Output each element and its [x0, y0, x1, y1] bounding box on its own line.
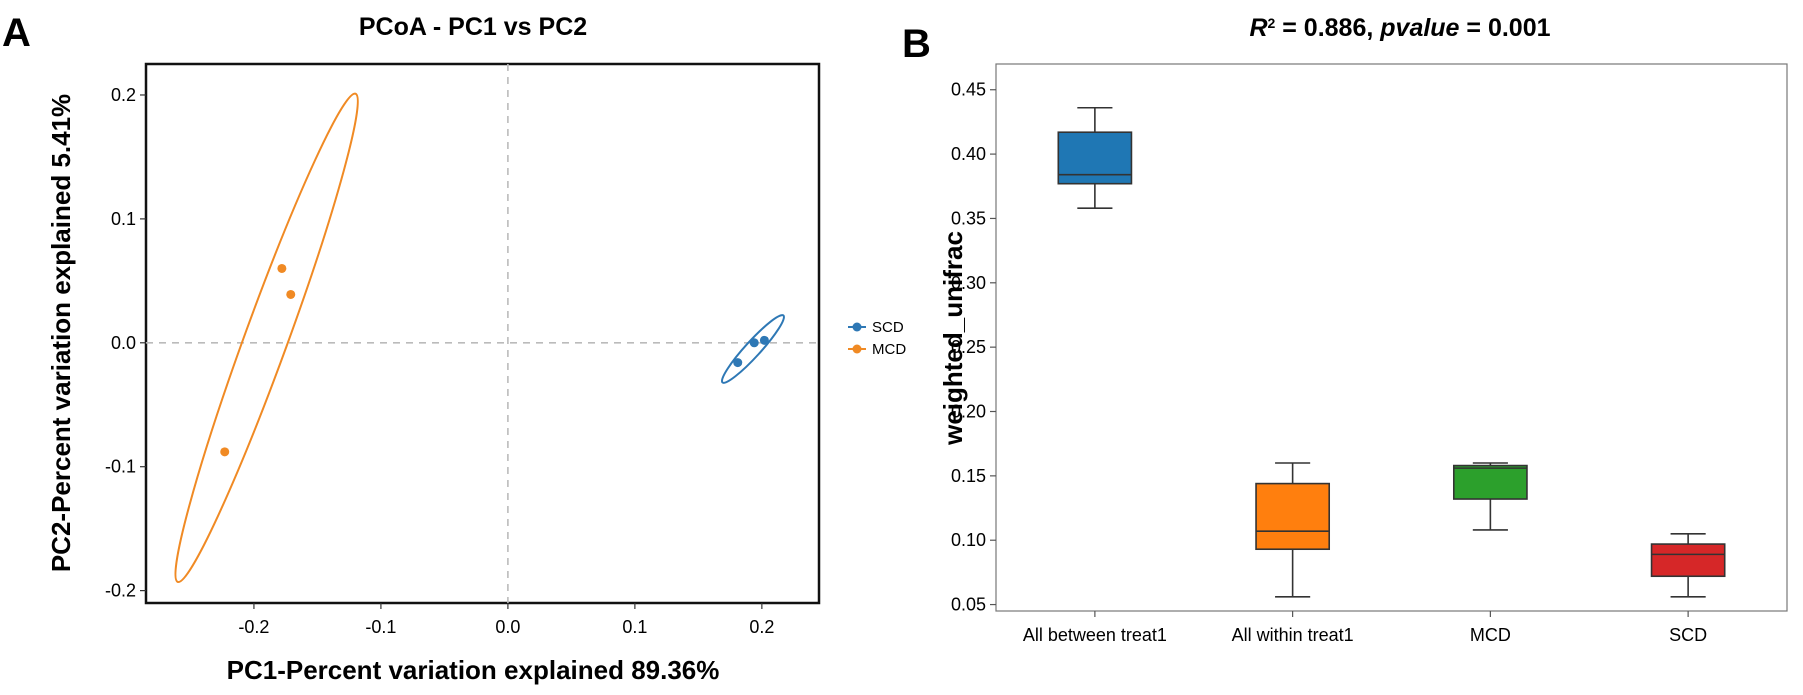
- legend-marker-scd: [852, 322, 862, 332]
- pcoa-point-scd: [759, 335, 769, 345]
- boxplot-x-tick-label: MCD: [1470, 625, 1511, 645]
- boxplot-y-axis-title: weighted_unifrac: [938, 231, 968, 446]
- boxplot-plot: 0.05 0.10 0.15 0.20 0.25 0.30 0.35 0.40 0.45 All…: [951, 63, 1788, 645]
- boxplot-y-tick-label: 0.25: [951, 337, 986, 357]
- pcoa-x-tick-label: 0.0: [495, 617, 520, 637]
- pcoa-point-mcd: [286, 289, 296, 299]
- panel-a-label: A: [2, 11, 31, 55]
- legend-label-mcd: MCD: [872, 341, 906, 358]
- boxplot-y-tick-label: 0.15: [951, 466, 986, 486]
- pcoa-x-tick-label: 0.1: [622, 617, 647, 637]
- panel-b-label: B: [902, 22, 931, 66]
- boxplot-y-tick-label: 0.35: [951, 208, 986, 228]
- box-all-between-treat1: [1057, 106, 1133, 209]
- pcoa-x-axis-title: PC1-Percent variation explained 89.36%: [227, 655, 720, 685]
- box-iqr: [1452, 464, 1528, 500]
- pcoa-x-tick-label: 0.2: [749, 617, 774, 637]
- legend-marker-mcd: [852, 344, 862, 354]
- pcoa-plot-frame: [144, 62, 821, 605]
- box-all-within-treat1: [1255, 462, 1331, 598]
- boxplot-title: R2 = 0.886, pvalue = 0.001: [1249, 14, 1550, 42]
- pcoa-x-tick-label: -0.1: [365, 617, 396, 637]
- pcoa-y-tick-label: 0.0: [111, 333, 136, 353]
- boxplot-y-tick-label: 0.40: [951, 144, 986, 164]
- boxplot-y-tick-label: 0.20: [951, 402, 986, 422]
- pcoa-reference-lines: [146, 64, 819, 603]
- box-iqr: [1057, 131, 1133, 185]
- pcoa-y-tick-label: -0.1: [105, 457, 136, 477]
- pcoa-title: PCoA - PC1 vs PC2: [359, 13, 587, 41]
- pcoa-ellipse-scd: [720, 314, 785, 384]
- pcoa-y-ticks: -0.2 -0.1 0.0 0.1 0.2: [105, 85, 146, 601]
- pcoa-x-tick-label: -0.2: [238, 617, 269, 637]
- boxplot-title-part: 2: [1268, 15, 1276, 31]
- pcoa-ellipses: [174, 92, 785, 584]
- boxplot-y-tick-label: 0.05: [951, 595, 986, 615]
- boxplot-y-tick-label: 0.10: [951, 530, 986, 550]
- box-scd: [1650, 532, 1726, 598]
- pcoa-y-tick-label: -0.2: [105, 581, 136, 601]
- pcoa-points: [220, 263, 769, 457]
- boxplot-x-tick-label: All between treat1: [1023, 625, 1167, 645]
- boxplot-x-tick-label: All within treat1: [1232, 625, 1354, 645]
- legend-label-scd: SCD: [872, 319, 904, 336]
- boxplot-plot-frame: [995, 63, 1788, 612]
- box-iqr: [1650, 543, 1726, 578]
- boxplot-y-tick-label: 0.45: [951, 80, 986, 100]
- pcoa-point-mcd: [220, 447, 230, 457]
- pcoa-point-mcd: [277, 263, 287, 273]
- boxplot-title-part: R: [1249, 14, 1267, 42]
- pcoa-point-scd: [749, 338, 759, 348]
- pcoa-plot: -0.2 -0.1 0.0 0.1 0.2 -0.2 -0.1 0.0 0.1 0.2: [105, 62, 821, 637]
- box-iqr: [1255, 482, 1331, 551]
- pcoa-y-tick-label: 0.1: [111, 209, 136, 229]
- boxplot-boxes: [1057, 106, 1726, 598]
- boxplot-title-part: = 0.886,: [1275, 14, 1380, 42]
- pcoa-y-axis-title: PC2-Percent variation explained 5.41%: [46, 94, 76, 572]
- pcoa-y-tick-label: 0.2: [111, 85, 136, 105]
- boxplot-y-tick-label: 0.30: [951, 273, 986, 293]
- pcoa-ellipse-mcd: [174, 92, 359, 584]
- boxplot-x-ticks: All between treat1 All within treat1 MCD SC…: [1023, 611, 1707, 645]
- pcoa-x-ticks: -0.2 -0.1 0.0 0.1 0.2: [238, 603, 774, 637]
- boxplot-title-part: = 0.001: [1459, 14, 1550, 42]
- pcoa-legend: SCD MCD: [848, 319, 906, 358]
- pcoa-point-scd: [733, 358, 743, 368]
- box-mcd: [1452, 462, 1528, 531]
- boxplot-title-part: pvalue: [1379, 14, 1459, 42]
- boxplot-y-ticks: 0.05 0.10 0.15 0.20 0.25 0.30 0.35 0.40 0.45: [951, 80, 996, 615]
- boxplot-x-tick-label: SCD: [1669, 625, 1707, 645]
